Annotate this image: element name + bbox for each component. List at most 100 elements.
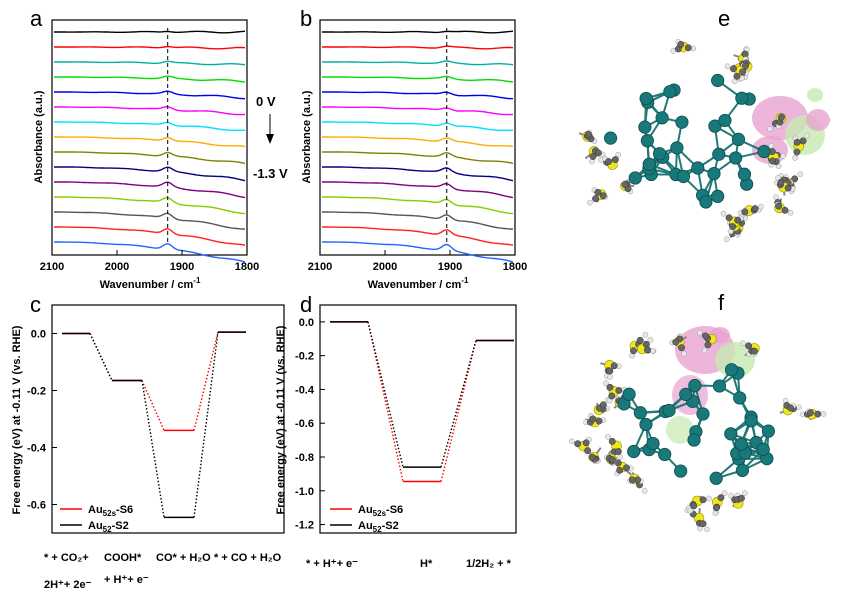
spectrum-line: [54, 90, 246, 100]
carbon-atom: [775, 202, 783, 210]
y-axis-label-a: Absorbance (a.u.): [33, 90, 45, 183]
potential-annotation: 0 V -1.3 V: [253, 94, 288, 181]
hydrogen-atom: [741, 490, 748, 497]
spectra-curves-b: [322, 28, 514, 263]
category-label: * + CO₂+: [44, 552, 89, 564]
spectrum-line: [322, 196, 514, 215]
y-tick-label: 0.0: [31, 329, 46, 341]
x-tick-label: 1900: [438, 261, 462, 273]
x-axis-label-b: Wavenumber / cm-1: [368, 276, 469, 291]
plot-frame-a: [51, 19, 248, 256]
carbon-atom: [777, 179, 785, 186]
gold-atom: [633, 406, 647, 420]
gold-atom: [709, 471, 723, 485]
hydrogen-atom: [701, 347, 708, 354]
gold-atom: [711, 189, 725, 203]
spectrum-line: [322, 60, 514, 66]
hydrogen-atom: [721, 490, 728, 497]
spectrum-line: [54, 151, 246, 165]
y-tick-label: -0.8: [295, 452, 314, 464]
legend-label-au52s-s6: Au52s-S6: [88, 504, 133, 518]
carbon-atom: [606, 367, 614, 375]
category-label: COOH*: [104, 552, 142, 564]
gold-atom: [655, 111, 669, 125]
gold-atom: [729, 151, 743, 165]
carbon-atom: [599, 401, 607, 409]
gold-atom: [674, 464, 688, 478]
legend-label-au52s-s6-d: Au52s-S6: [358, 504, 403, 518]
carbon-atom: [712, 504, 720, 512]
gold-atom: [744, 414, 758, 428]
carbon-atom: [584, 130, 592, 138]
carbon-atom: [589, 415, 597, 423]
gold-atom: [670, 141, 684, 155]
gold-atom: [640, 134, 654, 148]
free-energy-panel-d: 0.0 -0.2 -0.4 -0.6 -0.8 -1.0 -1.2 Free energy …: [275, 304, 517, 570]
gold-atom: [711, 73, 725, 88]
carbon-atom: [616, 466, 624, 474]
carbon-atom: [729, 65, 737, 73]
hydrogen-atom: [780, 153, 786, 159]
carbon-atom: [621, 181, 629, 189]
hydrogen-atom: [647, 336, 654, 343]
gold-atom: [707, 166, 721, 181]
panel-letter-f: f: [718, 290, 725, 315]
carbon-atom: [725, 214, 733, 222]
spectrum-line: [54, 226, 246, 246]
gold-atom: [638, 120, 652, 134]
hydrogen-atom: [642, 331, 649, 338]
plot-frame-d: [319, 304, 517, 534]
carbon-atom: [615, 387, 623, 394]
cluster-atoms-e: [582, 39, 811, 243]
gold-atom: [735, 91, 749, 105]
ir-spectra-panel-a: 2100 2000 1900 1800 Wavenumber / cm-1 Absor…: [33, 19, 259, 291]
gold-atom: [737, 167, 752, 181]
y-tick-label: -0.4: [27, 443, 47, 455]
carbon-atom: [769, 157, 776, 165]
gold-atom: [733, 391, 747, 405]
category-label: CO* + H₂O: [156, 552, 211, 564]
hydrogen-atom: [723, 236, 730, 243]
hydrogen-atom: [706, 495, 712, 502]
carbon-atom: [690, 502, 698, 510]
panel-letter-c: c: [30, 292, 41, 317]
gold-atom: [662, 403, 676, 418]
spectrum-line: [322, 106, 513, 116]
spectrum-line: [54, 241, 246, 263]
spectrum-line: [54, 45, 246, 50]
x-tick-label: 2000: [105, 261, 129, 273]
gold-atom: [675, 115, 689, 129]
y-ticks-d: 0.0 -0.2 -0.4 -0.6 -0.8 -1.0 -1.2: [295, 317, 325, 532]
spectrum-line: [54, 136, 246, 148]
carbon-atom: [614, 448, 622, 455]
category-label: 1/2H₂ + *: [466, 558, 512, 570]
carbon-atom: [704, 341, 712, 349]
gold-atom: [652, 147, 667, 161]
carbon-atom: [778, 113, 785, 121]
energy-profiles-d: [330, 321, 514, 483]
carbon-atom: [605, 158, 613, 165]
energy-connector: [440, 340, 477, 468]
carbon-atom: [741, 208, 749, 216]
hydrogen-atom: [681, 350, 687, 357]
gold-atom: [603, 131, 618, 145]
spectrum-line: [54, 105, 245, 116]
x-tick-label: 1800: [235, 261, 259, 273]
hydrogen-atom: [792, 154, 798, 161]
gold-atom: [761, 424, 775, 438]
spectrum-line: [54, 30, 246, 34]
carbon-atom: [684, 44, 692, 52]
carbon-atom: [610, 362, 618, 370]
carbon-atom: [599, 192, 607, 200]
hydrogen-atom: [603, 380, 609, 387]
carbon-atom: [751, 347, 758, 355]
plot-frame-c: [51, 304, 285, 534]
carbon-atom: [608, 392, 616, 400]
down-arrow-icon: [266, 134, 274, 144]
y-tick-label: -1.2: [295, 520, 314, 532]
gold-atom: [687, 433, 701, 447]
carbon-atom: [734, 216, 742, 224]
spectrum-line: [322, 121, 513, 131]
gold-atom: [658, 447, 672, 462]
